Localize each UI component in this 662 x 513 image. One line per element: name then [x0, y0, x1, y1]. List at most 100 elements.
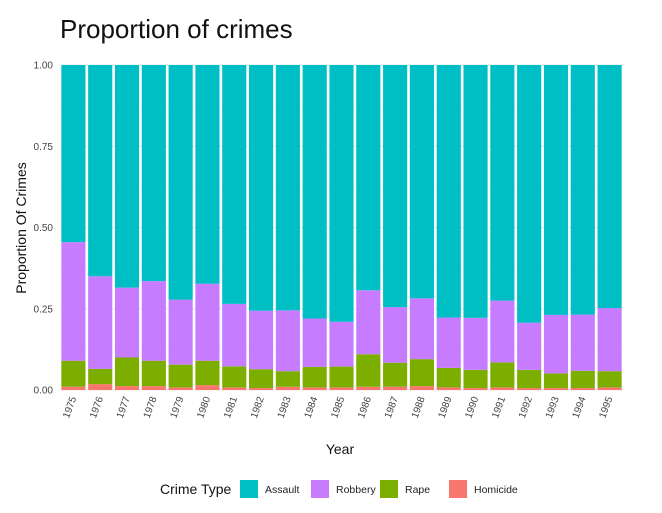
x-tick-label: 1988	[410, 395, 428, 420]
bar-rape-1986	[356, 354, 381, 387]
bar-homicide-1990	[463, 388, 488, 390]
bar-robbery-1983	[275, 310, 300, 372]
bar-rape-1979	[168, 364, 193, 388]
bar-homicide-1988	[409, 386, 434, 390]
bar-robbery-1986	[356, 290, 381, 355]
bar-homicide-1984	[302, 387, 327, 390]
x-tick-label: 1994	[571, 395, 589, 420]
bar-rape-1985	[329, 366, 354, 388]
bar-homicide-1993	[543, 388, 569, 390]
x-axis-title: Year	[326, 441, 355, 457]
bar-rape-1992	[517, 369, 542, 389]
bar-rape-1989	[436, 367, 461, 388]
bar-assault-1992	[517, 65, 542, 323]
bar-assault-1987	[383, 65, 408, 308]
bar-homicide-1991	[490, 387, 515, 390]
x-tick-label: 1979	[169, 395, 187, 420]
bar-assault-1983	[275, 65, 300, 311]
bar-homicide-1995	[597, 387, 622, 390]
y-axis-title: Proportion Of Crimes	[13, 162, 29, 293]
x-tick-label: 1983	[276, 395, 294, 420]
x-tick-label: 1981	[222, 395, 240, 420]
legend-label-rape: Rape	[405, 484, 430, 496]
bar-rape-1995	[597, 371, 622, 388]
bar-robbery-1977	[114, 287, 140, 358]
bar-robbery-1981	[222, 303, 247, 367]
bar-rape-1977	[114, 357, 140, 387]
bar-assault-1993	[543, 65, 569, 315]
bar-homicide-1992	[517, 388, 542, 390]
x-axis: 1975 1976 1977 1978 1979 1980 1981 1982 1983 1984…	[61, 395, 615, 420]
bar-homicide-1987	[383, 386, 408, 390]
bar-assault-1995	[597, 65, 622, 309]
legend-label-robbery: Robbery	[336, 484, 376, 496]
bar-robbery-1987	[383, 307, 408, 363]
bar-robbery-1993	[543, 314, 569, 374]
bar-assault-1977	[114, 65, 140, 288]
bar-homicide-1975	[61, 386, 86, 390]
x-tick-label: 1975	[61, 395, 79, 420]
x-tick-label: 1985	[329, 395, 347, 420]
bar-robbery-1995	[597, 308, 622, 372]
bar-homicide-1977	[114, 386, 140, 390]
bar-assault-1985	[329, 65, 354, 322]
bar-robbery-1976	[88, 276, 113, 369]
bar-rape-1984	[302, 366, 327, 388]
bar-homicide-1985	[329, 387, 354, 390]
legend-title: Crime Type	[160, 481, 232, 497]
x-tick-label: 1982	[249, 395, 267, 420]
x-tick-label: 1977	[115, 395, 133, 420]
legend-label-homicide: Homicide	[474, 484, 518, 496]
x-tick-label: 1993	[544, 395, 562, 420]
x-tick-label: 1989	[437, 395, 455, 420]
bar-robbery-1982	[249, 310, 274, 370]
x-tick-label: 1976	[88, 395, 106, 420]
bar-rape-1988	[409, 359, 434, 387]
bar-robbery-1989	[436, 317, 461, 368]
bar-rape-1987	[383, 362, 408, 387]
legend-key-robbery	[311, 480, 329, 498]
legend-label-assault: Assault	[265, 484, 300, 496]
bar-assault-1980	[195, 65, 220, 284]
bar-rape-1982	[249, 369, 274, 389]
bar-homicide-1989	[436, 387, 461, 390]
x-tick-label: 1990	[463, 395, 481, 420]
bar-homicide-1994	[570, 388, 595, 390]
x-tick-label: 1995	[597, 395, 615, 420]
bar-assault-1988	[409, 65, 434, 299]
bar-homicide-1980	[195, 385, 220, 390]
y-axis: 0.00 0.25 0.50 0.75 1.00	[34, 61, 54, 397]
bar-rape-1993	[543, 373, 569, 389]
bar-homicide-1981	[222, 387, 247, 390]
bar-rape-1981	[222, 366, 247, 388]
legend-key-rape	[380, 480, 398, 498]
bars	[61, 65, 622, 390]
bar-homicide-1983	[275, 386, 300, 390]
bar-assault-1986	[356, 65, 381, 291]
bar-homicide-1978	[141, 386, 166, 390]
bar-assault-1994	[570, 65, 595, 315]
bar-robbery-1994	[570, 314, 595, 371]
legend: Crime Type Assault Robbery Rape Homicide	[160, 480, 518, 498]
bar-rape-1975	[61, 360, 86, 387]
x-tick-label: 1986	[356, 395, 374, 420]
bar-robbery-1985	[329, 321, 354, 367]
bar-rape-1983	[275, 371, 300, 387]
bar-homicide-1982	[249, 388, 274, 390]
legend-key-homicide	[449, 480, 467, 498]
bar-robbery-1988	[409, 298, 434, 360]
y-tick-label: 0.75	[34, 142, 54, 153]
bar-robbery-1984	[302, 318, 327, 367]
bar-assault-1978	[141, 65, 166, 282]
bar-rape-1991	[490, 362, 515, 388]
bar-assault-1989	[436, 65, 461, 318]
y-tick-label: 0.50	[34, 223, 54, 234]
bar-assault-1979	[168, 65, 193, 300]
bar-assault-1981	[222, 65, 247, 304]
x-tick-label: 1980	[195, 395, 213, 420]
x-tick-label: 1984	[303, 395, 321, 420]
bar-robbery-1978	[141, 281, 166, 361]
bar-robbery-1980	[195, 283, 220, 361]
bar-robbery-1991	[490, 300, 515, 363]
bar-rape-1978	[141, 360, 166, 387]
